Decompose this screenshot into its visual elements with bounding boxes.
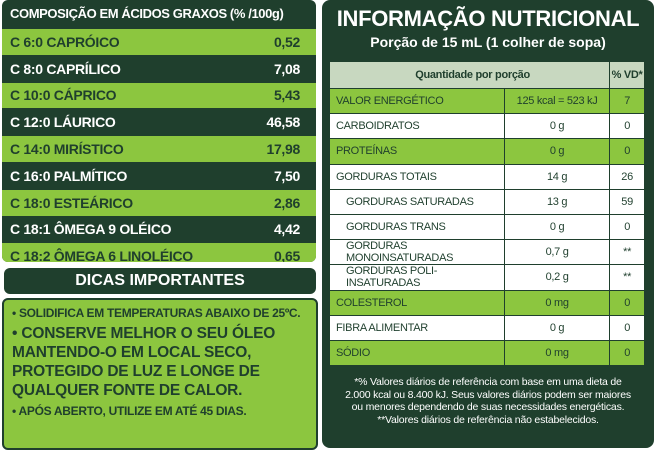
amount-header: Quantidade por porção	[415, 69, 530, 81]
fatty-acid-value: 4,42	[273, 221, 300, 238]
tip-item: • CONSERVE MELHOR O SEU ÓLEO MANTENDO-O …	[12, 325, 276, 399]
nutrient-vd: 0	[609, 315, 644, 340]
footnote-line: 2.000 kcal ou 8.400 kJ. Seus valores diá…	[345, 388, 631, 401]
fatty-acid-value: 7,08	[273, 60, 300, 77]
nutrient-amount: 0 g	[503, 139, 609, 164]
fatty-acid-row: C 14:0 MIRÍSTICO 17,98	[2, 135, 316, 162]
tip-text: SOLIDIFICA EM TEMPERATURAS ABAIXO DE 25º…	[18, 306, 301, 320]
nutrient-label: GORDURAS TOTAIS	[336, 170, 437, 183]
tip-item: • SOLIDIFICA EM TEMPERATURAS ABAIXO DE 2…	[12, 306, 301, 320]
nutrition-row: SÓDIO 0 mg 0	[330, 340, 644, 367]
vd-header: % VD*	[609, 62, 644, 88]
fatty-acid-row: C 16:0 PALMÍTICO 7,50	[2, 161, 316, 189]
nutrition-row: COLESTEROL 0 mg 0	[330, 290, 644, 316]
nutrient-vd: 59	[609, 189, 644, 214]
nutrient-amount: 0,2 g	[503, 265, 609, 290]
fatty-acid-row: C 8:0 CAPRÍLICO 7,08	[2, 54, 316, 82]
nutrient-amount: 0 g	[503, 315, 609, 340]
nutrient-amount: 0 g	[503, 214, 609, 240]
fatty-acid-row: C 18:0 ESTEÁRICO 2,86	[2, 188, 316, 216]
nutrient-label: GORDURAS TRANS	[346, 221, 446, 234]
footnote-line: ou menores dependendo de suas necessidad…	[351, 401, 625, 413]
nutrient-label: GORDURAS MONOINSATURADAS	[346, 240, 454, 265]
nutrition-row: GORDURAS POLI-INSATURADAS 0,2 g **	[330, 265, 644, 291]
footnote-line: **Valores diários de referência não esta…	[377, 413, 599, 426]
fatty-acid-name: C 18:0 ESTEÁRICO	[10, 194, 133, 211]
nutrient-amount: 13 g	[503, 189, 609, 214]
tips-title: DICAS IMPORTANTES	[4, 268, 316, 294]
fatty-acid-value: 0,65	[273, 248, 300, 262]
nutrient-vd: 0	[609, 139, 644, 164]
fatty-acid-name: C 18:1 ÔMEGA 9 OLÉICO	[10, 221, 172, 238]
fatty-acid-value: 46,58	[266, 114, 300, 131]
nutrition-row: GORDURAS MONOINSATURADAS 0,7 g **	[330, 240, 644, 266]
fatty-acid-value: 7,50	[273, 167, 300, 184]
footnote-line: *% Valores diários de referência com bas…	[354, 376, 622, 388]
fatty-acid-row: C 10:0 CÁPRICO 5,43	[2, 81, 316, 109]
nutrition-row: GORDURAS TOTAIS 14 g 26	[330, 164, 644, 190]
fatty-acid-row: C 18:1 ÔMEGA 9 OLÉICO 4,42	[2, 215, 316, 243]
fatty-acid-name: C 12:0 LÁURICO	[10, 114, 116, 131]
tip-text: APÓS ABERTO, UTILIZE EM ATÉ 45 DIAS.	[18, 404, 247, 418]
nutrient-amount: 0 g	[503, 114, 609, 139]
nutrition-row: GORDURAS SATURADAS 13 g 59	[330, 189, 644, 215]
nutrient-vd: 0	[609, 290, 644, 315]
nutrient-label: GORDURAS POLI-INSATURADAS	[346, 265, 438, 290]
fatty-acid-row: C 6:0 CAPRÓICO 0,52	[2, 28, 316, 55]
fatty-acid-name: C 18:2 ÔMEGA 6 LINOLÉICO	[10, 248, 193, 262]
nutrient-vd: 0	[609, 214, 644, 240]
fatty-acid-name: C 8:0 CAPRÍLICO	[10, 60, 121, 77]
nutrient-amount: 125 kcal = 523 kJ	[503, 89, 609, 114]
nutrition-title: INFORMAÇÃO NUTRICIONAL	[336, 6, 640, 31]
nutrient-vd: **	[609, 240, 644, 265]
nutrient-vd: 0	[609, 340, 644, 366]
nutrition-row: VALOR ENERGÉTICO 125 kcal = 523 kJ 7	[330, 89, 644, 115]
fatty-acid-value: 0,52	[273, 33, 300, 50]
fatty-acid-name: C 14:0 MIRÍSTICO	[10, 141, 124, 158]
nutrient-amount: 0 mg	[503, 340, 609, 366]
nutrient-label: COLESTEROL	[336, 296, 407, 309]
nutrient-vd: 7	[609, 89, 644, 114]
fatty-acid-name: C 10:0 CÁPRICO	[10, 87, 117, 104]
nutrient-label: FIBRA ALIMENTAR	[336, 321, 428, 334]
nutrient-label: PROTEÍNAS	[336, 145, 397, 158]
fatty-acid-value: 5,43	[273, 87, 300, 104]
fatty-acid-title: COMPOSIÇÃO EM ÁCIDOS GRAXOS (% /100g)	[10, 6, 284, 21]
nutrient-amount: 0,7 g	[503, 240, 609, 265]
header-row: Quantidade por porção % VD*	[330, 62, 644, 89]
tip-item: • APÓS ABERTO, UTILIZE EM ATÉ 45 DIAS.	[12, 404, 247, 418]
fatty-acid-row: C 12:0 LÁURICO 46,58	[2, 108, 316, 136]
fatty-acid-value: 17,98	[266, 141, 300, 158]
footnotes: *% Valores diários de referência com bas…	[322, 376, 654, 426]
fatty-acid-row: C 18:2 ÔMEGA 6 LINOLÉICO 0,65	[2, 242, 316, 262]
nutrient-vd: 26	[609, 164, 644, 189]
nutrient-amount: 14 g	[503, 164, 609, 189]
tips-box: • SOLIDIFICA EM TEMPERATURAS ABAIXO DE 2…	[2, 298, 318, 450]
nutrient-label: SÓDIO	[336, 346, 370, 359]
tip-text: CONSERVE MELHOR O SEU ÓLEO MANTENDO-O EM…	[12, 325, 276, 399]
fatty-acid-value: 2,86	[273, 194, 300, 211]
nutrient-amount: 0 mg	[503, 290, 609, 315]
nutrient-label: VALOR ENERGÉTICO	[336, 95, 444, 108]
nutrition-table: Quantidade por porção % VD* VALOR ENERGÉ…	[330, 62, 644, 367]
nutrient-vd: **	[609, 265, 644, 290]
nutrition-subtitle: Porção de 15 mL (1 colher de sopa)	[370, 34, 606, 50]
fatty-acid-table: COMPOSIÇÃO EM ÁCIDOS GRAXOS (% /100g) C …	[2, 0, 316, 262]
nutrition-panel: INFORMAÇÃO NUTRICIONAL Porção de 15 mL (…	[322, 0, 654, 448]
nutrient-label: GORDURAS SATURADAS	[346, 195, 474, 208]
nutrient-vd: 0	[609, 114, 644, 139]
nutrient-label: CARBOIDRATOS	[336, 120, 420, 133]
fatty-acid-name: C 6:0 CAPRÓICO	[10, 33, 120, 50]
fatty-acid-name: C 16:0 PALMÍTICO	[10, 167, 128, 184]
